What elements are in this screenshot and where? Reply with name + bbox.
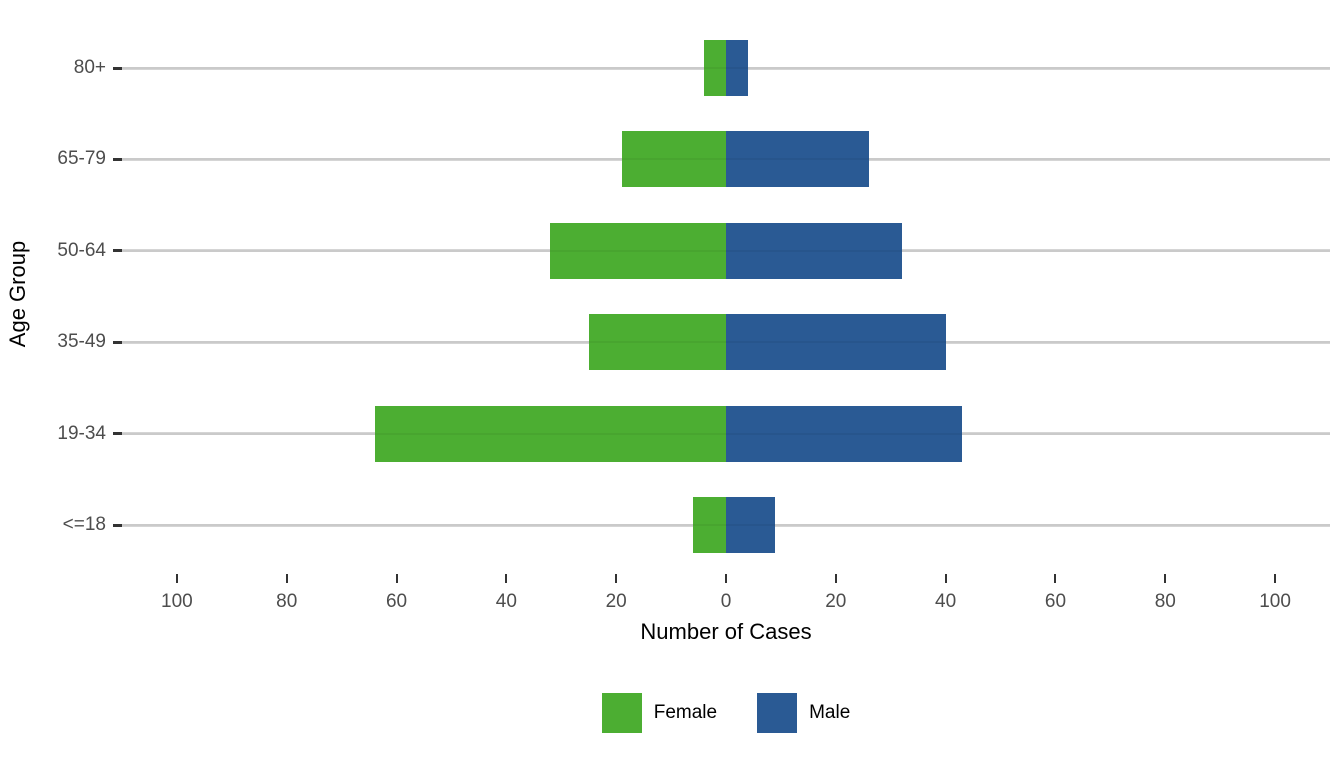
x-tick-mark-20-left <box>615 574 618 583</box>
gridline-overlay-19-34 <box>122 432 1330 435</box>
x-tick-mark-80-right <box>1164 574 1167 583</box>
y-tick-mark-35-49 <box>113 340 122 344</box>
x-tick-label-80-right: 80 <box>1154 591 1176 612</box>
legend-item-female: Female <box>601 693 718 733</box>
x-tick-label-40-left: 40 <box>495 591 517 612</box>
x-tick-label-100-right: 100 <box>1259 591 1291 612</box>
y-tick-label-50-64: 50-64 <box>57 239 106 261</box>
gridline-overlay-35-49 <box>122 341 1330 344</box>
x-tick-label-80-left: 80 <box>276 591 298 612</box>
gridline-overlay-80plus <box>122 67 1330 69</box>
bar-male-lte18 <box>726 497 776 553</box>
bar-male-80plus <box>726 40 748 96</box>
bar-male-35-49 <box>726 314 946 371</box>
x-tick-label-100-left: 100 <box>161 591 193 612</box>
bar-male-19-34 <box>726 405 963 462</box>
gridline-overlay-lte18 <box>122 524 1330 526</box>
x-tick-label-40-right: 40 <box>935 591 957 612</box>
y-tick-mark-lte18 <box>113 523 122 527</box>
x-axis-title: Number of Cases <box>640 619 812 644</box>
gridline-overlay-65-79 <box>122 158 1330 161</box>
y-tick-mark-80plus <box>113 66 122 70</box>
y-tick-mark-65-79 <box>113 157 122 161</box>
y-tick-mark-50-64 <box>113 249 122 253</box>
y-tick-label-80plus: 80+ <box>73 57 106 78</box>
x-tick-label-0: 0 <box>720 591 732 612</box>
bar-female-50-64 <box>550 222 726 279</box>
bar-female-65-79 <box>621 131 726 188</box>
x-tick-mark-80-left <box>285 574 288 583</box>
x-tick-label-20-left: 20 <box>605 591 627 612</box>
bar-female-35-49 <box>588 314 726 371</box>
x-tick-mark-60-left <box>395 574 398 583</box>
x-tick-mark-20-right <box>834 574 837 583</box>
y-tick-label-lte18: <=18 <box>62 514 106 535</box>
bar-male-50-64 <box>726 222 902 279</box>
bar-female-lte18 <box>693 497 726 553</box>
x-tick-mark-40-right <box>944 574 947 583</box>
y-tick-mark-19-34 <box>113 432 122 436</box>
legend-label-female: Female <box>653 702 718 723</box>
x-tick-label-60-left: 60 <box>385 591 408 612</box>
y-tick-label-65-79: 65-79 <box>57 148 106 170</box>
x-tick-label-20-right: 20 <box>825 591 847 612</box>
bar-male-65-79 <box>726 131 869 188</box>
legend-item-male: Male <box>757 693 850 733</box>
x-tick-label-60-right: 60 <box>1044 591 1067 612</box>
x-tick-mark-100-right <box>1274 574 1277 583</box>
legend: Female Male <box>122 693 1330 733</box>
x-tick-mark-40-left <box>505 574 508 583</box>
x-tick-mark-60-right <box>1054 574 1057 583</box>
x-tick-mark-0 <box>725 574 727 583</box>
bar-female-80plus <box>704 40 726 96</box>
y-tick-label-35-49: 35-49 <box>57 331 106 353</box>
legend-swatch-male <box>757 693 798 733</box>
y-tick-label-19-34: 19-34 <box>57 422 106 444</box>
legend-swatch-female <box>601 693 642 733</box>
gridline-overlay-50-64 <box>122 249 1330 252</box>
bar-female-19-34 <box>374 405 726 462</box>
legend-label-male: Male <box>809 702 851 723</box>
x-tick-mark-100-left <box>175 574 178 583</box>
